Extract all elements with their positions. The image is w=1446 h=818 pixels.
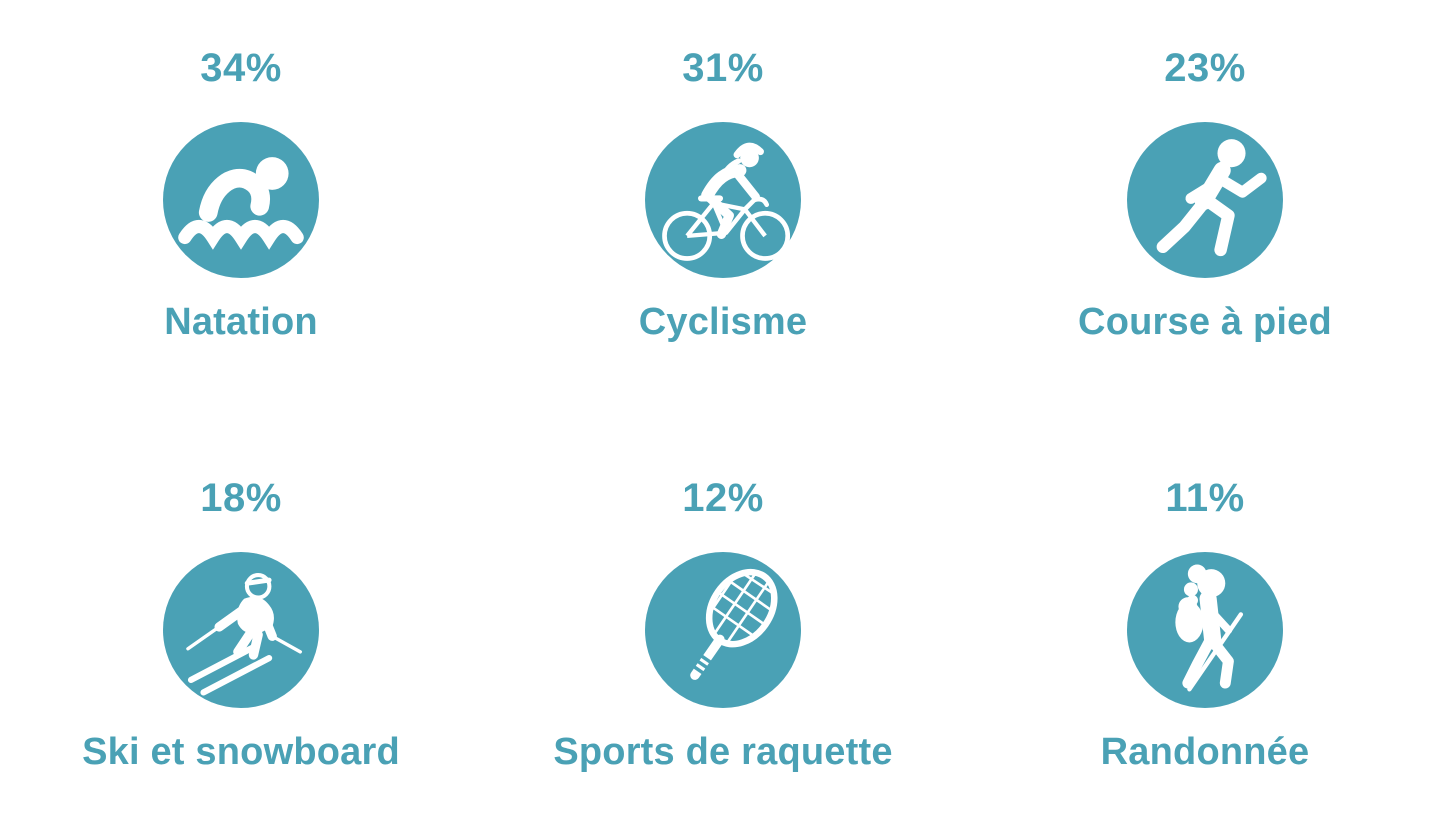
stat-percentage: 31% (682, 46, 764, 90)
stat-tile-randonnee: 11% Randonnée (964, 476, 1446, 774)
icon-badge (645, 552, 801, 708)
icon-badge (1127, 122, 1283, 278)
stat-tile-course-a-pied: 23% Course à pied (964, 46, 1446, 344)
tennis-racquet-icon (690, 559, 788, 680)
hiker-icon (1175, 564, 1244, 692)
stat-label: Randonnée (1100, 731, 1310, 773)
stat-label: Natation (164, 301, 318, 343)
icon-badge (163, 552, 319, 708)
stat-label: Course à pied (1078, 301, 1332, 343)
icon-badge (163, 122, 319, 278)
stat-tile-natation: 34% Natation (0, 46, 482, 344)
skier-icon (186, 573, 302, 696)
swimmer-icon (178, 157, 304, 250)
icon-badge (1127, 552, 1283, 708)
stat-tile-sports-de-raquette: 12% (482, 476, 964, 774)
stat-tile-cyclisme: 31% Cyclisme (482, 46, 964, 344)
runner-icon (1156, 139, 1267, 257)
stats-row-1: 34% Natation 31% (0, 0, 1446, 344)
stats-row-2: 18% Ski et snowboard 12% (0, 344, 1446, 774)
stat-percentage: 11% (1165, 476, 1245, 520)
stat-label: Ski et snowboard (82, 731, 400, 773)
stat-percentage: 12% (682, 476, 764, 520)
stat-percentage: 34% (200, 46, 282, 90)
icon-badge (645, 122, 801, 278)
stat-percentage: 18% (200, 476, 282, 520)
stat-tile-ski-et-snowboard: 18% Ski et snowboard (0, 476, 482, 774)
stat-label: Cyclisme (638, 301, 808, 343)
stat-label: Sports de raquette (553, 731, 893, 773)
stat-percentage: 23% (1164, 46, 1246, 90)
cyclist-icon (662, 142, 791, 261)
